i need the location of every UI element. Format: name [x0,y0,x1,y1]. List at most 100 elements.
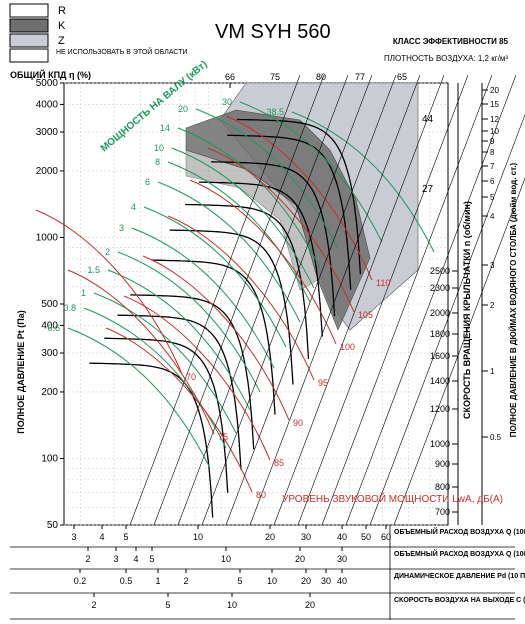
system-line [321,74,493,526]
right-tick-label: 15 [490,100,499,109]
power-line [195,108,339,250]
x-tick-label: 5 [165,600,170,610]
x-tick-label: 10 [267,576,277,586]
y-axis-label-right: ПОЛНОЕ ДАВЛЕНИЕ В ДЮЙМАХ ВОДЯНОГО СТОЛБА… [509,162,518,437]
power-value: 1.5 [87,265,100,275]
grid [64,82,448,526]
power-value: 14 [160,123,170,133]
x-tick-label: 2 [91,600,96,610]
legend-label-k: K [58,20,66,32]
noise-line [225,115,373,281]
speed-curve [117,314,242,470]
power-values: 0.60.8 1 1.5 2 3 4 68 10 14 20 30 38.5 [47,97,284,333]
right-tick-label: 5 [490,193,495,202]
system-line [369,113,525,526]
legend-label-r: R [58,5,66,17]
noise-value: 80 [256,490,266,500]
rpm-tick-label: 2300 [430,283,450,293]
blade-angle-27: 27 [422,184,434,195]
noise-value: 100 [340,342,355,352]
y-tick-label: 200 [41,387,58,398]
power-line [157,181,301,323]
system-line [393,177,525,526]
x-tick-label: 30 [301,532,311,542]
right-tick-label: 3 [490,261,495,270]
system-line [225,74,397,526]
system-line [273,74,445,526]
power-line [239,101,383,243]
y-tick-label: 300 [41,348,58,359]
x-tick-label: 0.2 [74,576,87,586]
rpm-axis-label: СКОРОСТЬ ВРАЩЕНИЯ КРЫЛЬЧАТКИ n (об/мин) [462,201,472,419]
noise-value: 110 [376,278,390,288]
x-tick-label: 30 [321,576,331,586]
noise-label: УРОВЕНЬ ЗВУКОВОЙ МОЩНОСТИ LwA, дБ(A) [282,492,503,505]
power-value: 20 [178,104,188,114]
system-line [129,74,301,526]
x-tick-label: 0.5 [120,576,133,586]
noise-line [189,179,337,345]
x-tick-label: 5 [123,532,128,542]
power-value: 0.8 [63,303,76,313]
right-tick-label: 12 [490,115,499,124]
rpm-ticks: 2500 2300 2000 1800 1600 1400 1200 1000 900 800 70… [430,266,458,517]
x-tick-label: 50 [361,532,371,542]
legend: R K Z НЕ ИСПОЛЬЗОВАТЬ В ЭТОЙ ОБЛАСТИ [9,3,188,63]
noise-lines [35,115,373,493]
x-tick-label: 4 [133,554,138,564]
x-tick-label: 40 [337,532,347,542]
x-axes: 3 4 5 10 20 30 40 50 60 ОБЪЕМНЫЙ РАСХОД ВОЗДУХА Q… [10,525,525,620]
x-axis-label: СКОРОСТЬ ВОЗДУХА НА ВЫХОДЕ С (м/с) [394,597,525,604]
y-tick-label: 3000 [36,127,59,138]
x-tick-label: 40 [337,576,347,586]
y-ticks-right: 20 15 12 109 8 7 6 5 4 3 2 1 0.5 [482,86,502,442]
power-line [131,227,275,369]
noise-line [35,209,183,375]
speed-curve [236,118,362,274]
power-value: 30 [222,97,232,107]
x-tick-label: 4 [99,532,104,542]
efficiency-class: КЛАСС ЭФФЕКТИВНОСТИ 85 [393,37,509,46]
right-tick-label: 9 [490,137,495,146]
blade-angle-44: 44 [422,114,434,125]
system-line [249,74,421,526]
right-tick-label: 0.5 [490,433,502,442]
power-value: 4 [131,202,136,212]
x-tick-label: 30 [337,554,347,564]
legend-label-z: Z [58,35,65,47]
noise-value: 95 [318,378,328,388]
system-line [345,74,517,526]
y-tick-label: 2000 [36,166,59,177]
x-tick-label: 5 [237,576,242,586]
right-tick-label: 2 [490,301,495,310]
system-line [297,74,469,526]
rpm-tick-label: 800 [435,482,450,492]
power-line [167,161,311,303]
power-line [171,147,315,289]
right-tick-label: 8 [490,148,495,157]
rpm-tick-label: 900 [435,459,450,469]
legend-swatch-r [9,3,49,18]
power-line [291,111,435,253]
right-tick-label: 4 [490,212,495,221]
power-line [143,206,287,348]
speed-curve [104,337,229,493]
rpm-tick-label: 1400 [430,376,450,386]
efficiency-axis-label: ОБЩИЙ КПД η (%) [10,69,91,80]
y-ticks-left: 5000 4000 3000 2000 1000 500 400 300 200 100 50 [36,78,64,531]
legend-swatch-k [9,18,49,33]
x-axis-label: ДИНАМИЧЕСКОЕ ДАВЛЕНИЕ Pd (10 Па) [394,573,525,580]
speed-curve [130,294,255,450]
y-tick-label: 100 [41,453,58,464]
x-tick-label: 3 [71,532,76,542]
efficiency-tick: 77 [355,72,365,82]
noise-line [207,147,355,313]
y-axis-label-left: ПОЛНОЕ ДАВЛЕНИЕ Pt (Па) [16,310,26,434]
power-line [117,251,261,393]
noise-line [167,215,315,381]
power-line [83,307,227,449]
legend-swatch-z [9,33,49,48]
speed-curve [227,134,352,290]
y-tick-label: 500 [41,299,58,310]
